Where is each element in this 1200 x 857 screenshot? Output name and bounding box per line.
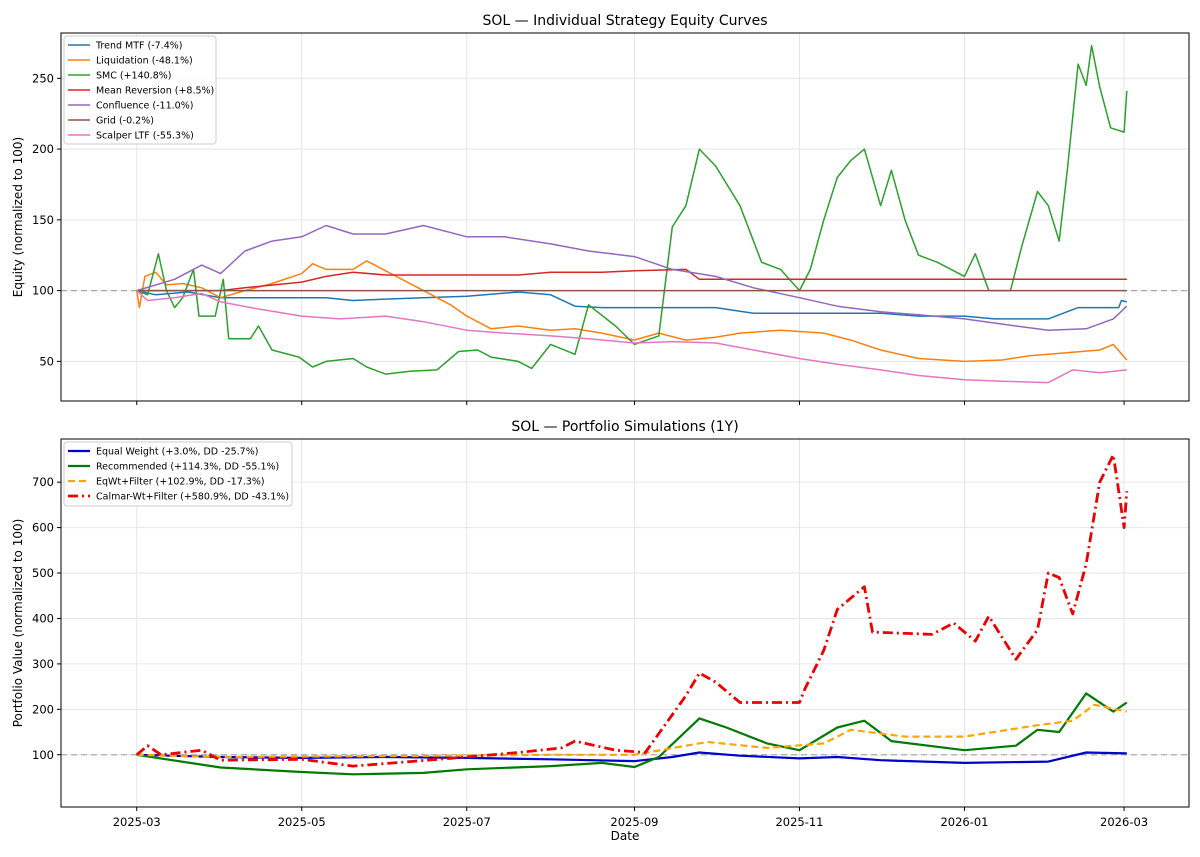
x-tick-label: 2026-01 [940, 815, 988, 829]
legend-entry: Confluence (-11.0%) [96, 101, 193, 112]
chart-title: SOL — Portfolio Simulations (1Y) [511, 419, 738, 435]
legend-entry: Trend MTF (-7.4%) [95, 41, 182, 52]
y-tick-label: 100 [32, 284, 54, 298]
series-line [136, 268, 1127, 292]
x-axis-label: Date [611, 829, 640, 843]
legend-entry: EqWt+Filter (+102.9%, DD -17.3%) [96, 477, 265, 488]
x-tick-label: 2025-07 [443, 815, 491, 829]
chart-title: SOL — Individual Strategy Equity Curves [483, 13, 768, 29]
y-tick-label: 200 [32, 142, 54, 156]
series-line [136, 289, 1127, 320]
x-tick-label: 2025-11 [775, 815, 823, 829]
y-tick-label: 600 [32, 521, 54, 535]
series-line [136, 224, 1128, 331]
y-axis-label: Portfolio Value (normalized to 100) [11, 519, 25, 728]
series-line [135, 260, 1128, 363]
legend-entry: SMC (+140.8%) [96, 71, 171, 82]
legend-entry: Mean Reversion (+8.5%) [96, 86, 214, 97]
y-tick-label: 300 [32, 657, 54, 671]
series-line [136, 703, 1128, 759]
y-tick-label: 250 [32, 71, 54, 85]
legend-entry: Scalper LTF (-55.3%) [96, 131, 194, 142]
y-tick-label: 100 [32, 748, 54, 762]
x-tick-label: 2026-03 [1100, 815, 1148, 829]
series-line [136, 692, 1128, 776]
y-tick-label: 150 [32, 213, 54, 227]
legend-entry: Calmar-Wt+Filter (+580.9%, DD -43.1%) [96, 492, 289, 503]
legend-entry: Liquidation (-48.1%) [96, 56, 193, 67]
plot-frame [60, 438, 1190, 808]
series-line [135, 453, 1129, 768]
series-line [136, 290, 1127, 384]
y-tick-label: 400 [32, 611, 54, 625]
x-tick-label: 2025-05 [278, 815, 326, 829]
strategy-equity-panel: SOL — Individual Strategy Equity Curves … [11, 13, 1190, 405]
portfolio-simulation-panel: SOL — Portfolio Simulations (1Y) 2025-03… [11, 419, 1190, 843]
y-tick-label: 700 [32, 475, 54, 489]
y-tick-label: 50 [39, 354, 54, 368]
x-tick-label: 2025-03 [113, 815, 161, 829]
legend-entry: Equal Weight (+3.0%, DD -25.7%) [96, 447, 258, 458]
legend-entry: Recommended (+114.3%, DD -55.1%) [96, 462, 279, 473]
legend: Trend MTF (-7.4%) Liquidation (-48.1%) SMC… [63, 35, 217, 145]
y-tick-label: 200 [32, 702, 54, 716]
plot-frame [60, 32, 1190, 402]
y-tick-label: 500 [32, 566, 54, 580]
legend: Equal Weight (+3.0%, DD -25.7%) Recommend… [63, 441, 293, 507]
series-line [136, 44, 1128, 375]
y-axis-label: Equity (normalized to 100) [11, 137, 25, 297]
x-tick-label: 2025-09 [610, 815, 658, 829]
legend-entry: Grid (-0.2%) [96, 116, 154, 127]
